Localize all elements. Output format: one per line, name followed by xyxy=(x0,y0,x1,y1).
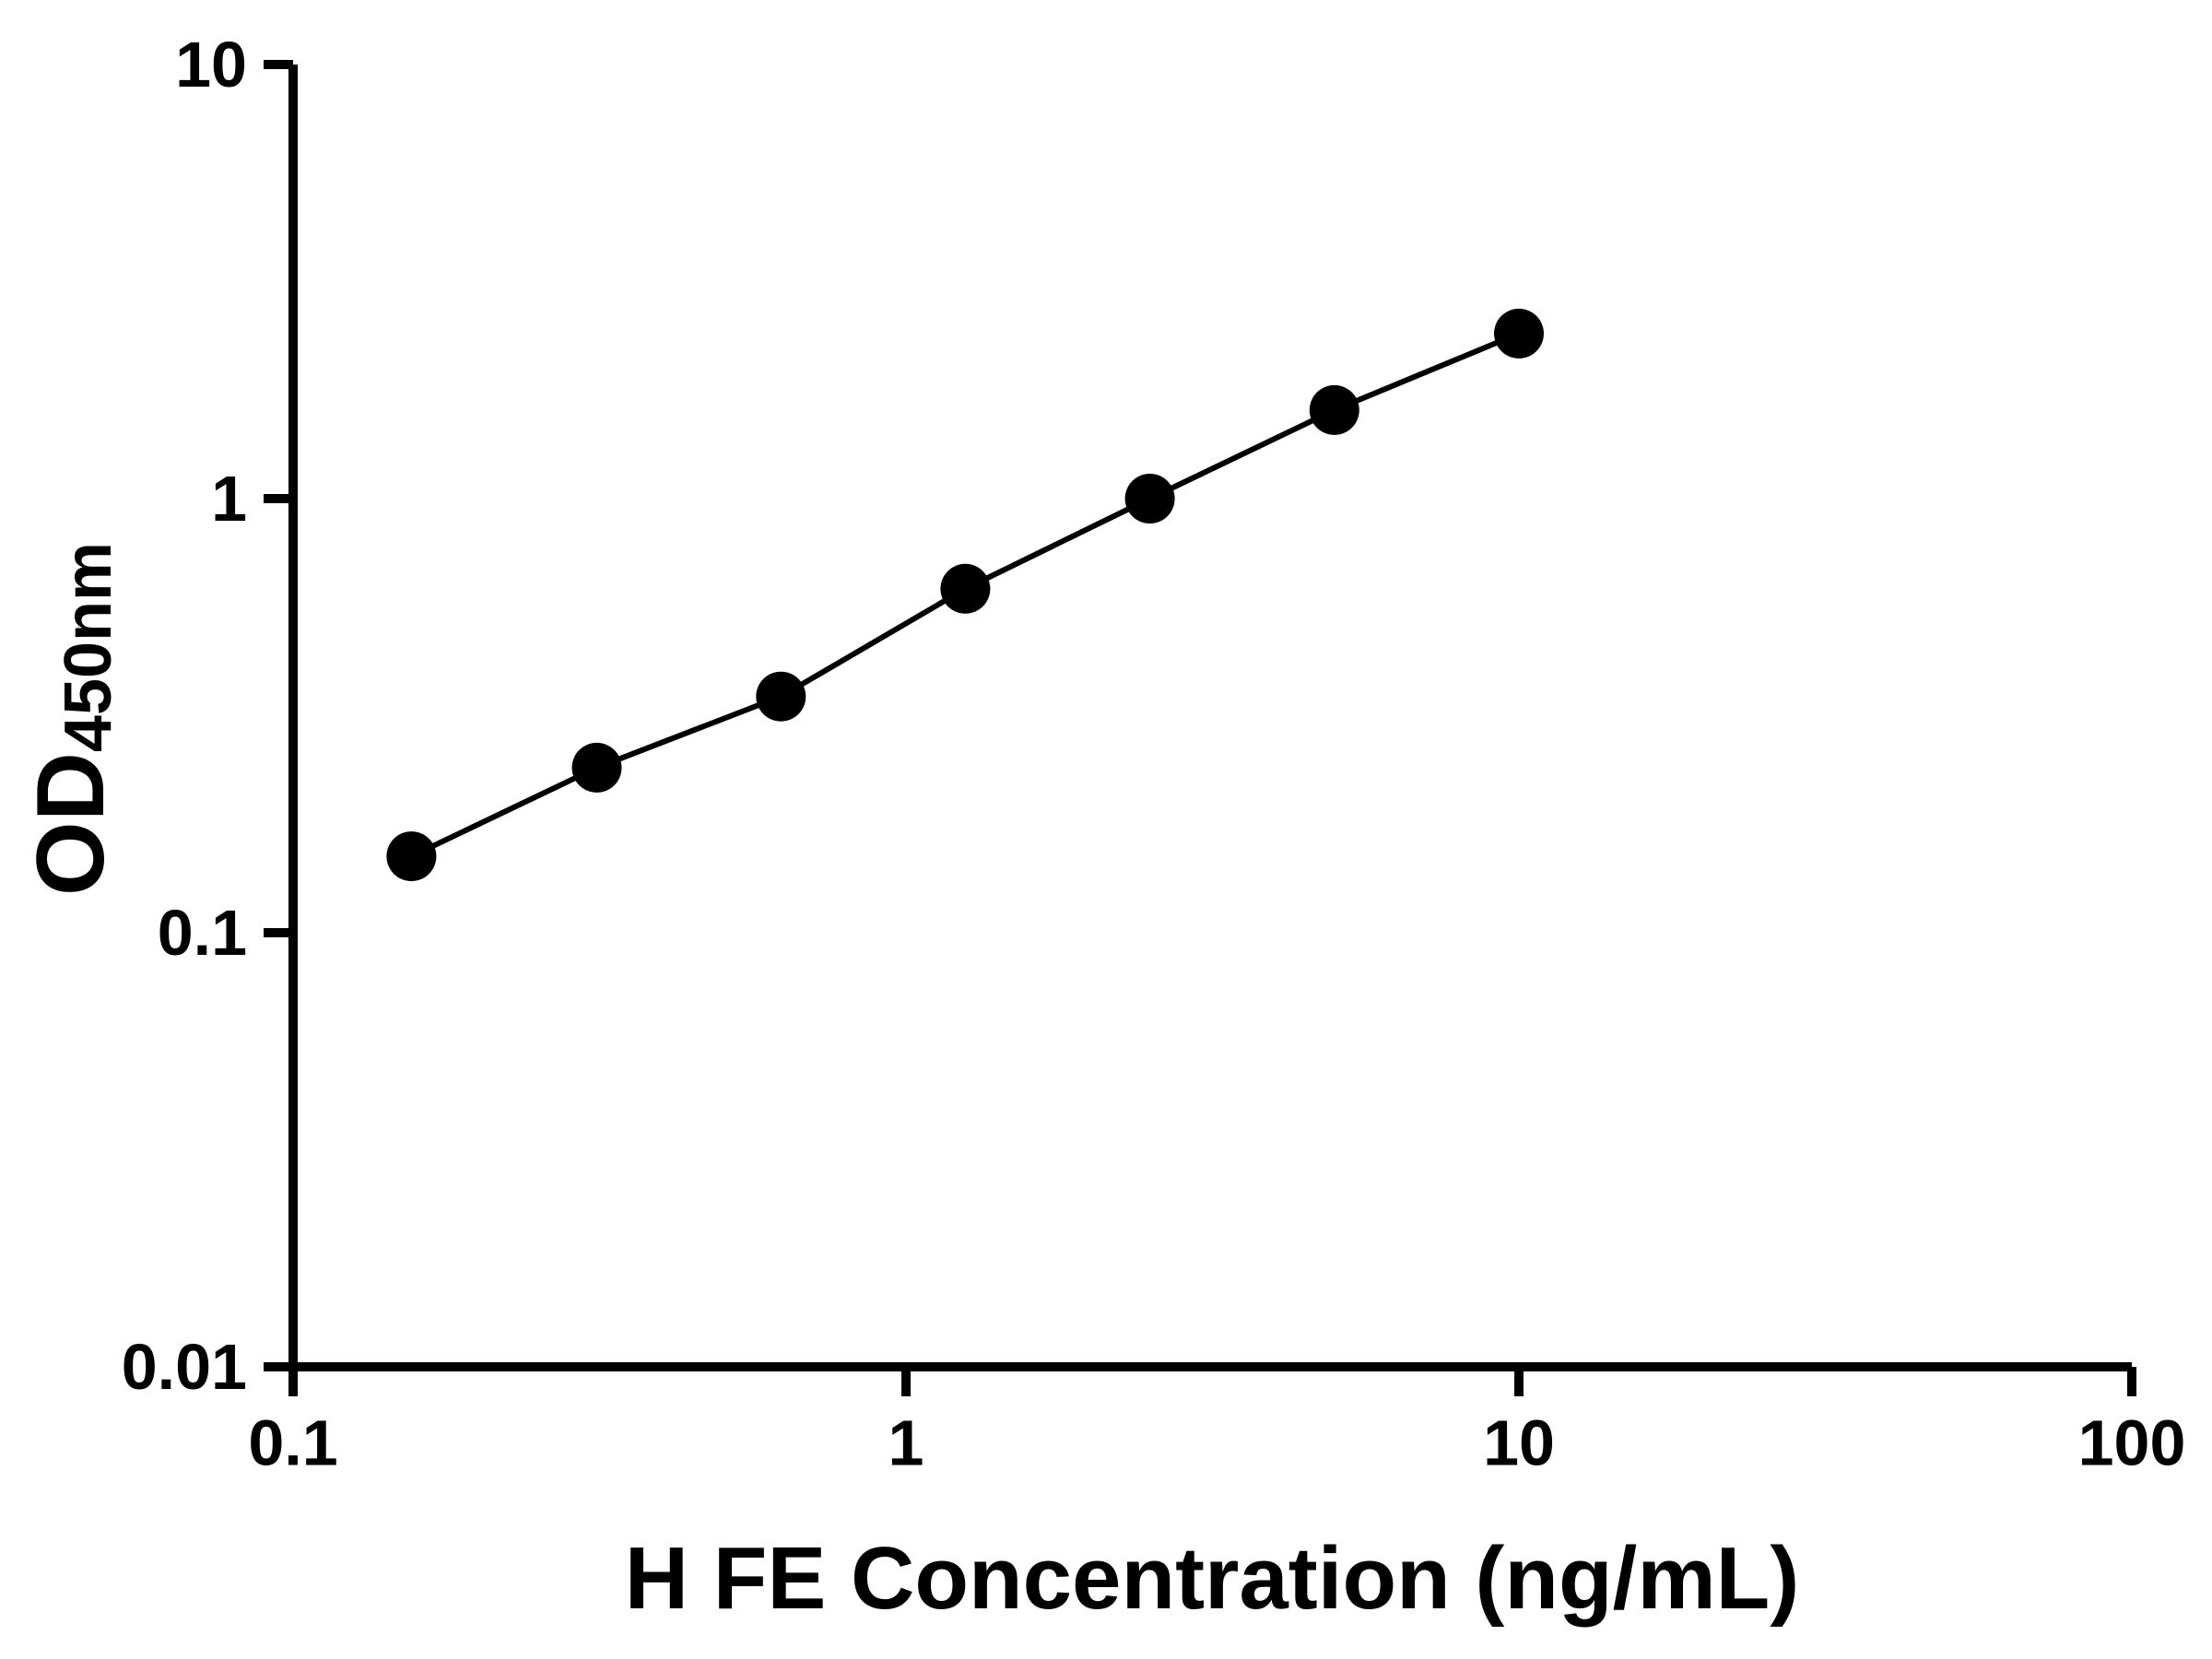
x-tick-label: 0.1 xyxy=(248,1406,337,1478)
x-tick-label: 1 xyxy=(888,1406,924,1478)
y-axis-title: OD450nm xyxy=(18,542,125,896)
data-point xyxy=(1124,474,1175,524)
y-tick-label: 1 xyxy=(211,463,247,535)
y-axis-title-sub: 450nm xyxy=(52,542,125,752)
y-tick-label: 10 xyxy=(175,29,247,100)
data-point xyxy=(1494,308,1544,359)
x-tick-label: 100 xyxy=(2078,1406,2186,1478)
data-point xyxy=(1309,384,1359,435)
x-axis-title: H FE Concentration (ng/mL) xyxy=(625,1529,1800,1628)
y-axis-title-main: OD xyxy=(18,752,124,896)
data-point xyxy=(940,563,991,614)
data-point xyxy=(571,742,622,793)
y-tick-label: 0.01 xyxy=(122,1331,247,1403)
data-point xyxy=(756,671,806,722)
x-tick-label: 10 xyxy=(1483,1406,1555,1478)
data-point xyxy=(386,831,437,882)
y-tick-label: 0.1 xyxy=(158,897,247,969)
